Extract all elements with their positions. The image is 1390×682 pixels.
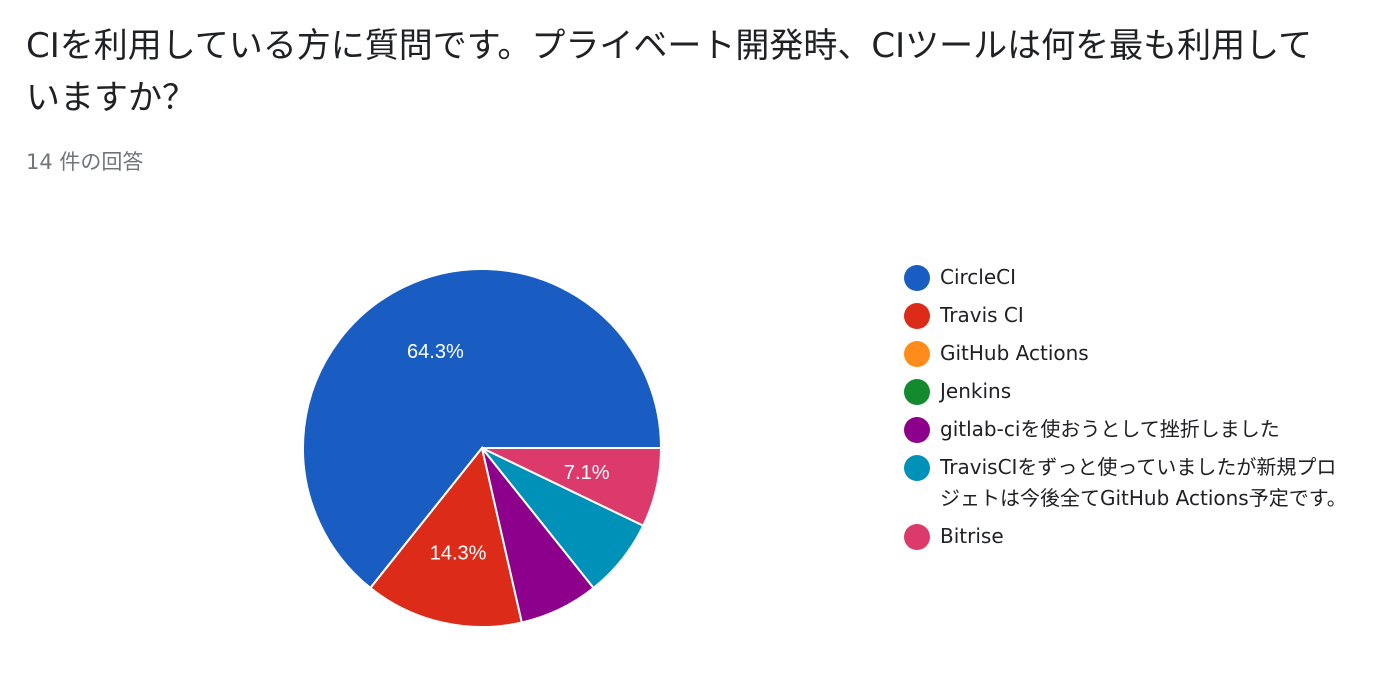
legend-label-6: Bitrise bbox=[940, 524, 1004, 548]
legend-swatch-6 bbox=[904, 524, 930, 550]
legend-item-2: GitHub Actions bbox=[904, 338, 1354, 369]
legend-item-4: gitlab-ciを使おうとして挫折しました bbox=[904, 414, 1354, 445]
legend-swatch-4 bbox=[904, 417, 930, 443]
legend-swatch-0 bbox=[904, 265, 930, 291]
slice-label-6: 7.1% bbox=[564, 462, 610, 484]
legend-label-1: Travis CI bbox=[940, 303, 1024, 327]
legend-label-4: gitlab-ciを使おうとして挫折しました bbox=[940, 417, 1280, 441]
pie-labels: 64.3% 14.3% 7.1% bbox=[407, 341, 610, 564]
pie-slices bbox=[302, 268, 663, 628]
legend-swatch-2 bbox=[904, 341, 930, 367]
pie-slice-1 bbox=[368, 445, 524, 628]
legend-swatch-3 bbox=[904, 379, 930, 405]
legend-item-5: TravisCIをずっと使っていましたが新規プロジェトは今後全てGitHub A… bbox=[904, 452, 1354, 514]
legend-label-2: GitHub Actions bbox=[940, 341, 1089, 365]
legend-item-6: Bitrise bbox=[904, 521, 1354, 552]
legend-swatch-1 bbox=[904, 303, 930, 329]
question-title: CIを利用している方に質問です。プライベート開発時、CIツールは何を最も利用して… bbox=[26, 26, 1313, 118]
chart-legend: CircleCI Travis CI GitHub Actions Jenkins gi… bbox=[904, 262, 1354, 559]
legend-item-0: CircleCI bbox=[904, 262, 1354, 293]
legend-label-5: TravisCIをずっと使っていましたが新規プロジェトは今後全てGitHub A… bbox=[940, 455, 1347, 510]
slice-label-1: 14.3% bbox=[430, 543, 487, 565]
legend-label-3: Jenkins bbox=[940, 379, 1012, 403]
legend-item-3: Jenkins bbox=[904, 376, 1354, 407]
pie-slice-0 bbox=[302, 268, 663, 590]
legend-swatch-5 bbox=[904, 455, 930, 481]
legend-label-0: CircleCI bbox=[940, 265, 1017, 289]
legend-item-1: Travis CI bbox=[904, 300, 1354, 331]
pie-slice-6 bbox=[481, 447, 663, 527]
slice-label-0: 64.3% bbox=[407, 341, 464, 363]
response-count: 14 件の回答 bbox=[26, 150, 144, 174]
